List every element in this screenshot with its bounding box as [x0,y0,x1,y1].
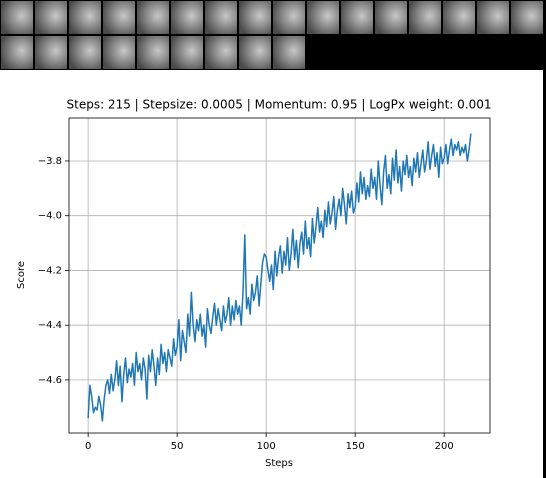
thumbnail [137,36,169,69]
thumbnail [69,36,101,69]
thumbnail [477,1,509,34]
x-tick-label: 50 [171,441,184,452]
thumbnail [69,1,101,34]
thumbnail [35,36,67,69]
data-line [87,133,472,422]
thumbnail [273,1,305,34]
thumbnail [103,1,135,34]
thumbnail [171,36,203,69]
thumbnail [205,1,237,34]
thumbnail [205,36,237,69]
plot-frame [68,117,491,434]
y-tick-label: −4.6 [38,375,62,386]
thumbnail [273,36,305,69]
thumbnail [1,1,33,34]
x-tick-label: 150 [346,441,365,452]
y-axis-label: Score [16,261,27,289]
thumbnail [1,36,33,69]
thumbnails [1,1,543,69]
thumbnail [375,1,407,34]
thumbnail [239,36,271,69]
thumbnail [239,1,271,34]
thumbnail [103,36,135,69]
x-axis-label: Steps [265,458,293,469]
y-tick-label: −3.8 [38,156,62,167]
y-tick-label: −4.0 [38,211,62,222]
x-tick-label: 0 [85,441,91,452]
thumbnail [171,1,203,34]
window-border [543,70,546,478]
thumbnail [137,1,169,34]
x-tick-label: 100 [257,441,276,452]
thumbnail [341,1,373,34]
thumbnail [307,1,339,34]
thumbnail [409,1,441,34]
chart-title: Steps: 215 | Stepsize: 0.0005 | Momentum… [67,98,492,112]
y-tick-label: −4.2 [38,265,62,276]
y-tick-label: −4.4 [38,320,62,331]
thumbnail [511,1,543,34]
thumbnail [443,1,475,34]
thumbnail [35,1,67,34]
x-tick-label: 200 [435,441,454,452]
